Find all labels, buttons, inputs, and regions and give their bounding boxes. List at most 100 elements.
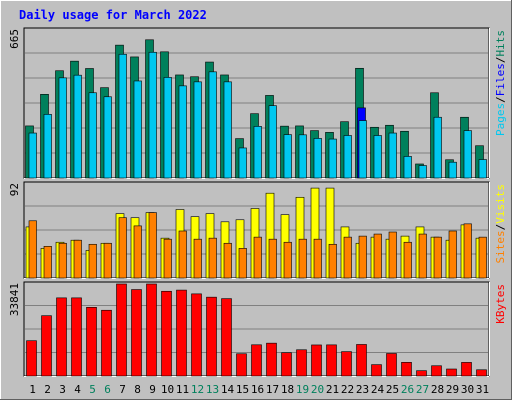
bar-pages xyxy=(133,80,142,179)
bar-sites xyxy=(343,236,352,279)
bar-pages xyxy=(358,120,367,179)
bar-pages xyxy=(433,116,442,179)
bar-sites xyxy=(328,243,337,279)
bar-kbytes xyxy=(386,353,397,377)
series-legend-label: Pages/Files/Hits xyxy=(494,30,507,136)
bar-kbytes xyxy=(41,315,52,377)
bar-sites xyxy=(163,238,172,279)
legend-part: / xyxy=(494,96,507,103)
day-tick-label: 13 xyxy=(206,383,219,396)
bar-pages xyxy=(43,114,52,179)
bar-sites xyxy=(43,246,52,279)
bar-pages xyxy=(343,135,352,179)
day-tick-label: 14 xyxy=(221,383,235,396)
bar-sites xyxy=(28,220,37,279)
day-tick-label: 10 xyxy=(161,383,174,396)
day-tick-label: 20 xyxy=(311,383,324,396)
bar-sites xyxy=(58,242,67,279)
bar-sites xyxy=(373,233,382,279)
bar-kbytes xyxy=(221,298,232,377)
bar-kbytes xyxy=(86,307,97,377)
day-tick-label: 4 xyxy=(74,383,81,396)
day-tick-label: 1 xyxy=(29,383,36,396)
bar-pages xyxy=(193,81,202,179)
bar-sites xyxy=(103,242,112,279)
day-tick-label: 8 xyxy=(134,383,141,396)
bar-pages xyxy=(238,147,247,179)
bar-pages xyxy=(223,81,232,179)
legend-part: Sites xyxy=(494,230,507,263)
day-tick-label: 12 xyxy=(191,383,204,396)
bar-sites xyxy=(193,238,202,279)
sites-visits-panel: 92 Sites/Visits xyxy=(8,181,507,279)
bar-pages xyxy=(463,130,472,179)
bar-pages xyxy=(118,53,127,179)
bar-pages xyxy=(163,77,172,179)
bar-pages xyxy=(298,134,307,179)
day-tick-label: 27 xyxy=(416,383,429,396)
bar-kbytes xyxy=(56,297,67,377)
bar-pages xyxy=(253,126,262,179)
day-tick-label: 24 xyxy=(371,383,385,396)
bar-pages xyxy=(448,161,457,179)
bar-pages xyxy=(388,132,397,179)
bar-sites xyxy=(148,212,157,279)
legend-part: / xyxy=(494,57,507,64)
bar-pages xyxy=(88,92,97,179)
day-tick-label: 7 xyxy=(119,383,126,396)
series-legend-label: Sites/Visits xyxy=(494,184,507,264)
bar-kbytes xyxy=(431,365,442,377)
bar-sites xyxy=(358,235,367,279)
bar-pages xyxy=(418,165,427,179)
legend-part: Pages xyxy=(494,103,507,136)
legend-part: KBytes xyxy=(494,284,507,324)
bar-kbytes xyxy=(401,362,412,377)
bar-kbytes xyxy=(101,309,112,377)
bar-sites xyxy=(283,241,292,279)
bar-pages xyxy=(313,138,322,179)
bar-kbytes xyxy=(311,344,322,377)
bar-sites xyxy=(463,223,472,279)
day-tick-label: 16 xyxy=(251,383,264,396)
bar-kbytes xyxy=(266,342,277,377)
day-tick-label: 29 xyxy=(446,383,459,396)
legend-part: Files xyxy=(494,63,507,96)
bar-pages xyxy=(478,159,487,179)
bar-sites xyxy=(133,225,142,279)
bar-kbytes xyxy=(461,362,472,377)
day-tick-label: 17 xyxy=(266,383,279,396)
day-tick-label: 30 xyxy=(461,383,474,396)
bar-kbytes xyxy=(251,344,262,377)
bar-kbytes xyxy=(476,369,487,377)
y-max-label: 92 xyxy=(8,183,21,196)
bar-kbytes xyxy=(341,351,352,377)
chart-title: Daily usage for March 2022 xyxy=(19,8,207,22)
bar-sites xyxy=(448,230,457,279)
bar-pages xyxy=(373,135,382,179)
day-tick-label: 26 xyxy=(401,383,414,396)
bar-kbytes xyxy=(296,349,307,377)
bar-kbytes xyxy=(356,344,367,377)
bar-pages xyxy=(148,51,157,179)
bar-sites xyxy=(118,217,127,279)
day-tick-label: 11 xyxy=(176,383,189,396)
day-tick-label: 5 xyxy=(89,383,96,396)
bar-pages xyxy=(178,85,187,179)
bar-sites xyxy=(403,241,412,279)
bar-kbytes xyxy=(146,283,157,377)
day-tick-label: 31 xyxy=(476,383,489,396)
bar-pages xyxy=(58,77,67,179)
bar-sites xyxy=(253,236,262,279)
bar-kbytes xyxy=(71,297,82,377)
legend-part: / xyxy=(494,224,507,231)
bar-sites xyxy=(73,239,82,279)
bar-sites xyxy=(208,237,217,279)
y-max-label: 33841 xyxy=(8,283,21,316)
bar-pages xyxy=(328,138,337,179)
day-tick-label: 18 xyxy=(281,383,294,396)
bar-sites xyxy=(478,236,487,279)
bar-sites xyxy=(313,238,322,279)
bar-sites xyxy=(88,243,97,279)
bar-kbytes xyxy=(26,340,37,377)
